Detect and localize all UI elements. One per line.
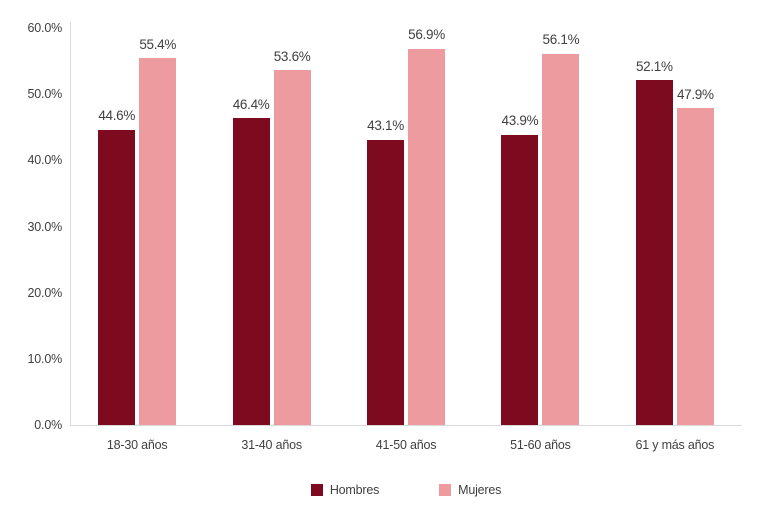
bar-group: 52.1% 47.9% [608,28,742,425]
category-label: 41-50 años [375,438,437,452]
bar-column-mujeres: 56.9% [408,28,445,425]
bar-column-mujeres: 53.6% [273,28,311,425]
y-axis-tick-label: 50.0% [27,86,63,101]
legend-swatch-mujeres [439,484,452,496]
legend-item-hombres: Hombres [310,483,380,497]
bar-value-label: 47.9% [676,86,714,102]
bar-value-label: 43.9% [501,113,539,129]
bar-mujeres [542,53,580,425]
category-label: 61 y más años [635,438,715,452]
y-axis-tick-label: 0.0% [34,417,62,432]
bar-mujeres [408,48,446,425]
chart-legend: Hombres Mujeres [70,483,742,497]
x-axis-line [70,425,742,426]
legend-swatch-hombres [310,484,323,496]
bar-column-mujeres: 47.9% [676,28,714,425]
y-axis-tick-label: 20.0% [27,285,63,300]
bar-group: 43.1% 56.9% [339,28,473,425]
bar-hombres [635,80,673,425]
y-axis-tick-label: 40.0% [27,153,63,168]
bar-group: 46.4% 53.6% [204,28,338,425]
bar-value-label: 43.1% [367,118,404,134]
bar-value-label: 53.6% [273,48,311,64]
category-label: 31-40 años [241,438,302,452]
bar-column-mujeres: 56.1% [542,28,580,425]
legend-label: Mujeres [458,483,502,497]
x-axis-labels: 18-30 años 31-40 años 41-50 años 51-60 años… [70,438,742,452]
bar-hombres [367,139,405,425]
bar-column-mujeres: 55.4% [139,28,176,425]
bar-hombres [501,134,539,425]
bar-column-hombres: 43.1% [367,28,404,425]
category-label: 18-30 años [106,438,168,452]
bar-mujeres [676,108,714,425]
y-axis-tick-label: 30.0% [27,219,63,234]
bar-group: 44.6% 55.4% [70,28,204,425]
bar-value-label: 46.4% [232,96,270,112]
legend-label: Hombres [329,483,380,497]
legend-item-mujeres: Mujeres [439,483,501,497]
bar-hombres [232,118,270,425]
bar-value-label: 55.4% [139,36,177,52]
bar-mujeres [273,70,311,425]
bar-value-label: 56.1% [542,32,580,48]
bar-hombres [98,129,136,425]
y-axis-tick-label: 60.0% [27,20,63,35]
bar-column-hombres: 52.1% [635,28,673,425]
bar-value-label: 56.9% [408,27,445,43]
bar-mujeres [139,58,177,425]
category-label: 51-60 años [510,438,571,452]
y-axis-line [70,22,71,425]
bar-column-hombres: 43.9% [501,28,539,425]
bar-value-label: 44.6% [98,108,136,124]
bar-value-label: 52.1% [635,58,673,74]
bar-column-hombres: 46.4% [232,28,270,425]
bar-column-hombres: 44.6% [98,28,135,425]
y-axis-tick-label: 10.0% [27,351,63,366]
bar-group: 43.9% 56.1% [473,28,607,425]
plot-area: 44.6% 55.4% 46.4% 53.6% 43.1% 56.9% 43.9% 56.1%… [70,28,742,425]
